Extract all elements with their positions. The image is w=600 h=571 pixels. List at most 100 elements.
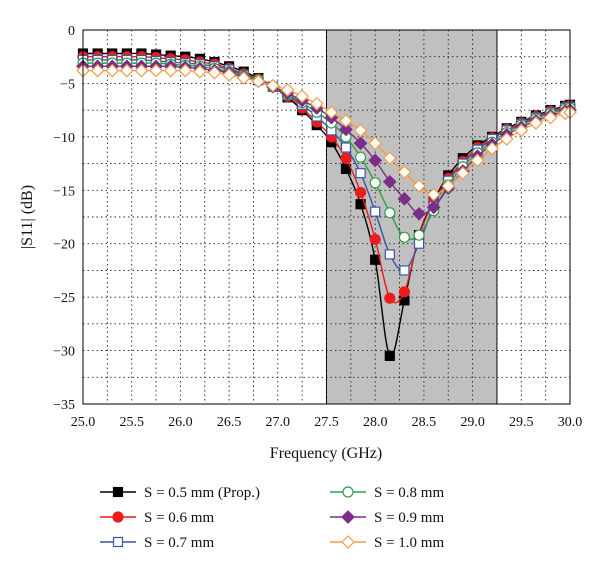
data-point [112, 536, 124, 548]
data-point [193, 64, 207, 79]
x-tick-label: 26.0 [168, 415, 193, 430]
data-point [470, 153, 485, 168]
data-point [370, 206, 381, 217]
x-axis-label: Frequency (GHz) [270, 445, 382, 462]
data-point [309, 96, 324, 111]
data-point [499, 132, 514, 146]
legend-label: S = 0.5 mm (Prop.) [144, 485, 260, 501]
data-point [426, 187, 441, 202]
y-tick-label: −15 [53, 184, 75, 199]
data-point [382, 151, 397, 166]
data-point [134, 63, 149, 78]
data-point [384, 292, 396, 304]
data-point [397, 191, 412, 206]
data-point [398, 286, 411, 298]
data-point [543, 110, 558, 125]
legend-item: S = 1.0 mm [330, 535, 444, 551]
y-axis-label: |S11| (dB) [19, 185, 36, 249]
x-tick-label: 26.5 [217, 415, 242, 430]
data-point [355, 168, 366, 179]
data-point [413, 229, 425, 241]
data-point [529, 116, 543, 130]
data-point [370, 254, 381, 265]
data-point [178, 63, 193, 78]
data-point [412, 206, 426, 221]
legend-item: S = 0.6 mm [100, 510, 214, 526]
data-point [149, 63, 163, 78]
data-point [382, 174, 397, 189]
legend-label: S = 0.8 mm [374, 485, 444, 501]
y-tick-label: −10 [53, 131, 75, 146]
data-point [368, 153, 383, 168]
data-point [207, 65, 222, 80]
data-point [369, 233, 381, 246]
data-point [340, 142, 352, 153]
x-tick-labels: 25.0 25.5 26.0 26.5 27.0 27.5 28.0 28.5 29.0 29.5… [71, 415, 583, 430]
grid-layer [83, 30, 570, 404]
data-point [384, 249, 395, 260]
data-point [353, 123, 368, 138]
data-point [353, 136, 368, 151]
data-point [90, 63, 105, 78]
x-tick-label: 27.5 [314, 415, 339, 430]
data-point [398, 231, 411, 243]
data-point [119, 63, 134, 78]
data-point [342, 486, 354, 498]
data-point [236, 71, 251, 85]
data-point [341, 510, 355, 524]
x-tick-label: 25.0 [71, 415, 96, 430]
data-point [456, 166, 470, 181]
series-layer [76, 48, 577, 362]
x-tick-label: 27.0 [266, 415, 291, 430]
data-point [514, 123, 529, 138]
data-point [280, 82, 295, 97]
data-point [112, 511, 124, 523]
x-tick-label: 28.0 [363, 415, 388, 430]
legend-label: S = 1.0 mm [374, 535, 444, 551]
data-point [354, 186, 367, 199]
x-tick-label: 29.5 [509, 415, 534, 430]
x-tick-label: 25.5 [119, 415, 144, 430]
x-tick-label: 30.0 [558, 415, 583, 430]
y-tick-label: 0 [68, 24, 75, 39]
data-point [412, 179, 426, 193]
data-point [399, 265, 410, 276]
legend-label: S = 0.7 mm [144, 535, 214, 551]
data-point [163, 63, 178, 78]
y-tick-label: −35 [53, 398, 75, 413]
data-point [341, 535, 355, 549]
data-point [485, 141, 499, 156]
y-tick-label: −30 [53, 345, 75, 360]
y-tick-label: −25 [53, 291, 75, 306]
plot-frame [82, 29, 571, 405]
data-point [441, 179, 456, 193]
data-point [384, 207, 396, 219]
data-point [105, 63, 120, 78]
data-point [369, 177, 381, 189]
data-point [222, 68, 236, 82]
y-tick-label: −20 [53, 238, 75, 253]
data-point [324, 105, 339, 120]
data-point [339, 113, 353, 128]
data-point [251, 74, 266, 89]
data-point [354, 151, 367, 163]
legend-label: S = 0.9 mm [374, 510, 444, 526]
legend-item: S = 0.8 mm [330, 485, 444, 501]
legend-label: S = 0.6 mm [144, 510, 214, 526]
data-point [426, 200, 441, 215]
x-tick-label: 29.0 [460, 415, 485, 430]
legend-item: S = 0.9 mm [330, 510, 444, 526]
legend: S = 0.5 mm (Prop.) S = 0.6 mm S = 0.7 mm S … [100, 485, 444, 551]
legend-item: S = 0.5 mm (Prop.) [100, 485, 260, 501]
data-point [339, 122, 353, 137]
data-point [340, 152, 352, 164]
y-tick-label: −5 [60, 77, 75, 92]
data-point [266, 78, 280, 93]
data-point [397, 165, 412, 179]
data-point [368, 136, 383, 151]
data-point [384, 350, 395, 362]
data-point [295, 89, 309, 104]
data-point [112, 486, 124, 498]
